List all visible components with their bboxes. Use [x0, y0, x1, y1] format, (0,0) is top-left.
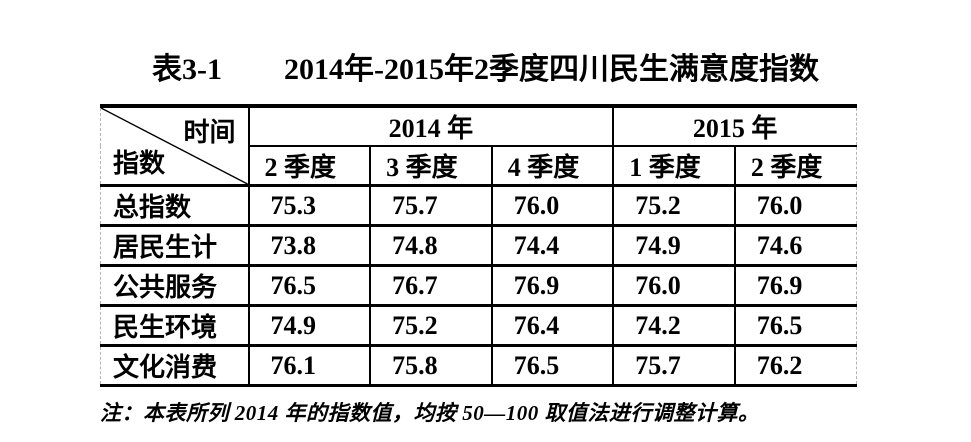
- quarter-header: 4 季度: [490, 146, 614, 187]
- table-row: 文化消费 76.1 75.8 76.5 75.7 76.2: [100, 345, 857, 387]
- satisfaction-index-table: 时间 指数 2014 年 2015 年 2 季度 3 季度 4 季度 1 季度 …: [100, 104, 857, 387]
- corner-label-index: 指数: [113, 149, 166, 178]
- value-cell: 74.6: [733, 225, 857, 267]
- corner-cell: 时间 指数: [100, 106, 250, 187]
- value-cell: 75.3: [247, 185, 371, 227]
- value-cell: 73.8: [247, 225, 371, 267]
- value-cell: 76.2: [733, 345, 857, 387]
- row-label: 民生环境: [100, 305, 250, 347]
- table-row: 总指数 75.3 75.7 76.0 75.2 76.0: [100, 185, 857, 227]
- quarter-header: 2 季度: [247, 146, 371, 187]
- value-cell: 76.9: [733, 265, 857, 307]
- value-cell: 74.4: [490, 225, 614, 267]
- corner-label-time: 时间: [183, 118, 236, 147]
- value-cell: 76.4: [490, 305, 614, 347]
- diagonal-divider-line: [101, 108, 248, 184]
- row-label: 公共服务: [100, 265, 250, 307]
- table-footnote: 注：本表所列 2014 年的指数值，均按 50—100 取值法进行调整计算。: [100, 401, 760, 425]
- year-header-row: 时间 指数 2014 年 2015 年: [100, 106, 857, 187]
- year-header-2014: 2014 年: [247, 106, 614, 147]
- value-cell: 75.2: [369, 305, 492, 347]
- value-cell: 75.8: [369, 345, 492, 387]
- value-cell: 76.5: [247, 265, 371, 307]
- value-cell: 76.0: [733, 185, 857, 227]
- value-cell: 75.7: [369, 185, 492, 227]
- value-cell: 76.1: [247, 345, 371, 387]
- table-number: 表3-1: [152, 53, 222, 86]
- row-label: 居民生计: [100, 225, 250, 267]
- value-cell: 76.7: [369, 265, 492, 307]
- value-cell: 76.5: [733, 305, 857, 347]
- quarter-header: 1 季度: [612, 146, 735, 187]
- table-row: 公共服务 76.5 76.7 76.9 76.0 76.9: [100, 265, 857, 307]
- value-cell: 74.9: [247, 305, 371, 347]
- row-label: 文化消费: [100, 345, 250, 387]
- table-title-text: 2014年-2015年2季度四川民生满意度指数: [284, 53, 819, 86]
- table-row: 民生环境 74.9 75.2 76.4 74.2 76.5: [100, 305, 857, 347]
- value-cell: 76.5: [490, 345, 614, 387]
- value-cell: 76.9: [490, 265, 614, 307]
- quarter-header: 2 季度: [733, 146, 857, 187]
- value-cell: 76.0: [490, 185, 614, 227]
- quarter-header-row: 2 季度 3 季度 4 季度 1 季度 2 季度: [101, 146, 857, 187]
- value-cell: 74.9: [612, 225, 735, 267]
- quarter-header: 3 季度: [369, 146, 492, 187]
- value-cell: 74.8: [369, 225, 492, 267]
- value-cell: 75.2: [612, 185, 735, 227]
- table-title: 表3-1 2014年-2015年2季度四川民生满意度指数: [0, 0, 971, 88]
- value-cell: 76.0: [612, 265, 735, 307]
- year-header-2015: 2015 年: [612, 106, 857, 147]
- table-row: 居民生计 73.8 74.8 74.4 74.9 74.6: [100, 225, 857, 267]
- value-cell: 75.7: [612, 345, 735, 387]
- value-cell: 74.2: [612, 305, 735, 347]
- row-label: 总指数: [100, 185, 250, 227]
